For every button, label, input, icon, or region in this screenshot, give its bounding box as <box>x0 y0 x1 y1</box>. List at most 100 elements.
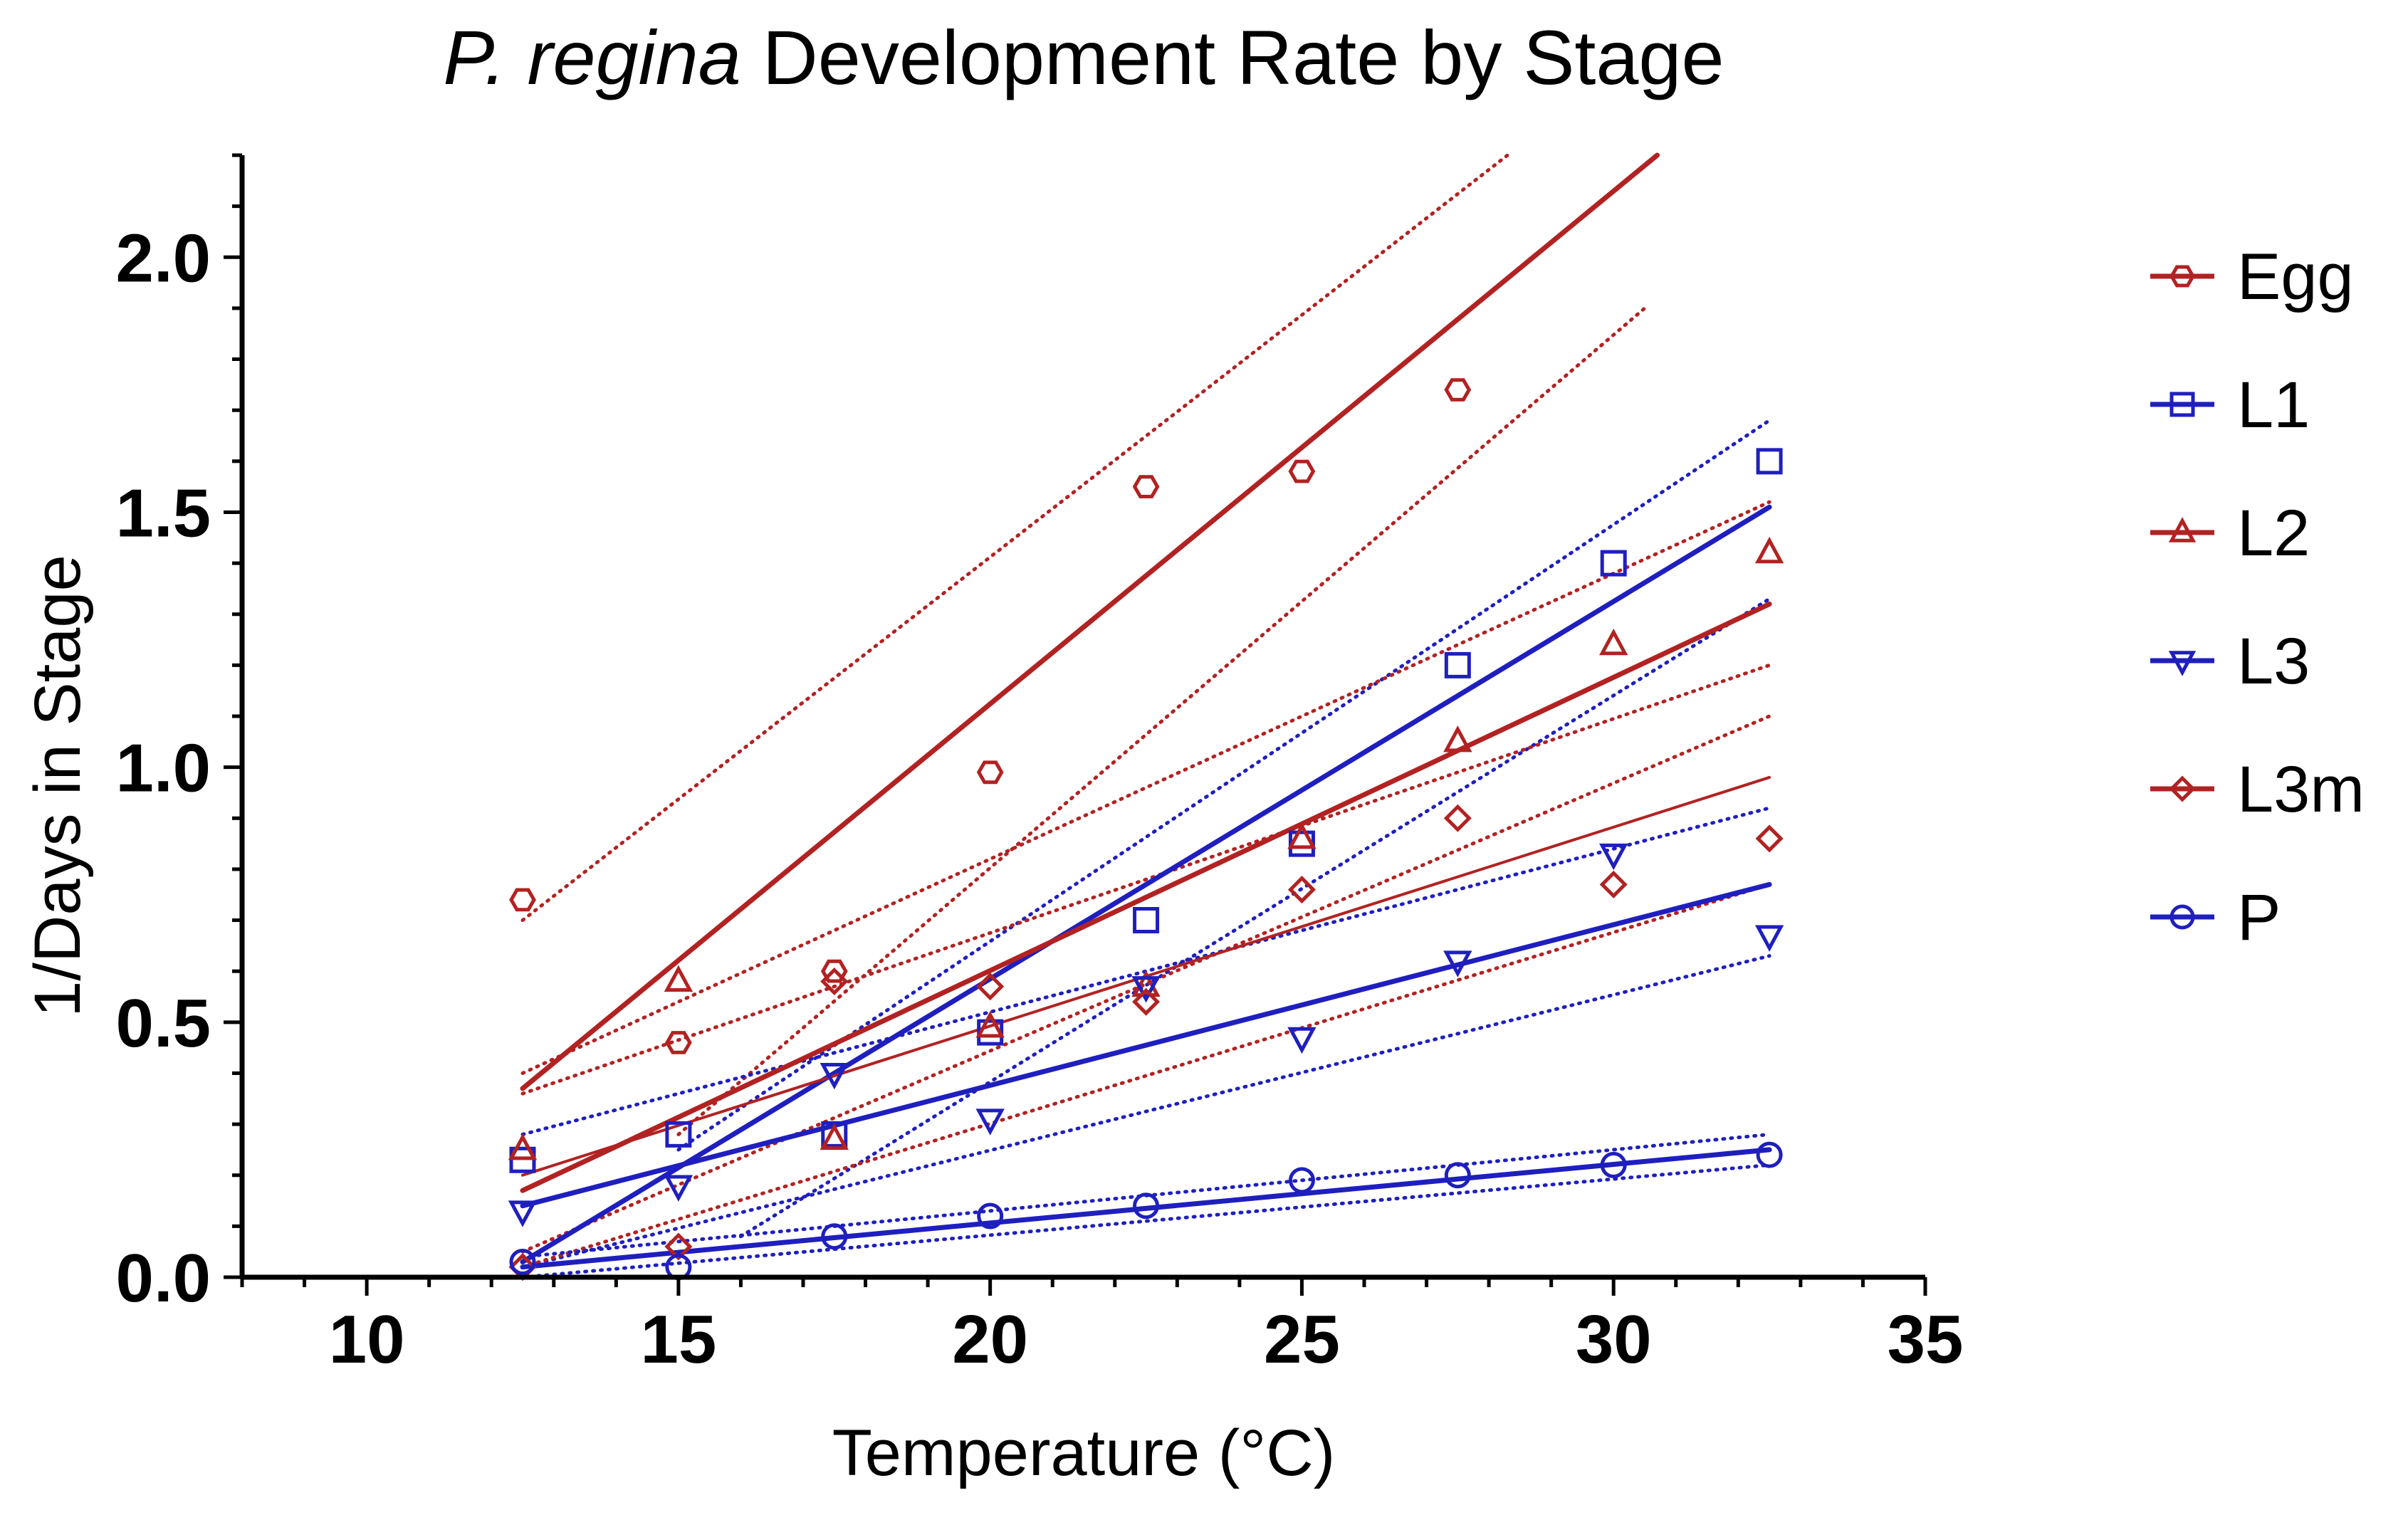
egg-point <box>1288 459 1316 483</box>
legend: Egg L1 L2 L3 L3m P <box>2150 241 2365 954</box>
l3-point <box>1599 843 1628 871</box>
x-tick-label: 25 <box>1264 1301 1340 1378</box>
egg-point <box>665 1031 692 1054</box>
y-tick-label: 2.0 <box>116 220 211 296</box>
l2-point <box>1287 822 1316 849</box>
l1-ci-lower-line <box>738 597 1771 1239</box>
l3m-point <box>820 967 849 996</box>
legend-label-l1: L1 <box>2237 369 2310 441</box>
legend-label-l3m: L3m <box>2237 753 2365 826</box>
legend-item-l2: L2 <box>2150 497 2310 570</box>
l3-ci-lower-line <box>520 954 1771 1269</box>
egg-point <box>976 760 1004 785</box>
legend-marker-l3 <box>2168 651 2197 676</box>
l3-point <box>1754 925 1784 952</box>
axes: 10 15 20 25 30 35 0.0 0.5 1.0 1.5 2.0 <box>116 153 1964 1378</box>
data-points <box>508 378 1784 1281</box>
x-tick-label: 15 <box>640 1301 716 1378</box>
legend-marker-l1 <box>2169 392 2195 417</box>
l3m-point <box>1132 987 1161 1016</box>
l1-point <box>1600 550 1627 577</box>
p-ci-lower-line <box>520 1163 1771 1279</box>
legend-item-p: P <box>2150 881 2281 954</box>
y-tick-label: 1.5 <box>116 475 211 551</box>
x-tick-label: 20 <box>952 1301 1028 1378</box>
l1-point <box>509 1146 536 1173</box>
legend-item-egg: Egg <box>2150 241 2354 313</box>
p-point <box>1288 1167 1315 1194</box>
legend-label-egg: Egg <box>2237 241 2354 313</box>
l3m-point <box>1599 870 1628 898</box>
legend-marker-l3m <box>2169 775 2196 802</box>
l3-point <box>1287 1027 1316 1054</box>
legend-marker-egg <box>2169 265 2195 288</box>
legend-marker-l2 <box>2168 517 2197 542</box>
y-tick-label: 1.0 <box>116 730 211 807</box>
l3-point <box>1443 950 1472 977</box>
legend-item-l1: L1 <box>2150 369 2310 441</box>
l2-point <box>1443 725 1472 753</box>
l1-point <box>1133 907 1160 934</box>
p-point <box>1133 1192 1160 1220</box>
p-fit-line <box>520 1147 1772 1270</box>
l3m-ci-lower-line <box>520 882 1771 1269</box>
chart-title-rest: Development Rate by Stage <box>741 14 1724 100</box>
l3m-point <box>1287 876 1316 904</box>
confidence-bands <box>520 153 1771 1279</box>
l3-point <box>1131 976 1161 1003</box>
y-axis-label: 1/Days in Stage <box>21 555 94 1017</box>
p-point <box>509 1249 536 1276</box>
l2-point <box>1131 970 1161 997</box>
l1-ci-upper-line <box>676 419 1771 1152</box>
l3m-point <box>1755 824 1784 853</box>
l3-point <box>820 1062 849 1090</box>
legend-item-l3m: L3m <box>2150 753 2365 826</box>
legend-label-p: P <box>2237 881 2281 954</box>
l3m-point <box>664 1232 693 1261</box>
x-tick-label: 10 <box>329 1301 405 1378</box>
egg-point <box>1132 475 1160 498</box>
egg-point <box>820 959 848 983</box>
l1-point <box>1756 448 1783 475</box>
l2-fit-line <box>520 601 1772 1193</box>
l2-point <box>820 1123 849 1150</box>
y-tick-label: 0.0 <box>116 1240 211 1316</box>
chart-title-species: P. regina <box>443 14 740 100</box>
egg-point <box>1444 378 1472 402</box>
x-tick-label: 35 <box>1888 1301 1964 1378</box>
l3m-ci-upper-line <box>520 663 1771 1096</box>
p-point <box>821 1223 848 1250</box>
l3-point <box>975 1108 1005 1136</box>
egg-point <box>509 888 536 912</box>
l2-point <box>1754 536 1784 564</box>
l2-point <box>975 1011 1005 1038</box>
l2-ci-upper-line <box>520 500 1771 1075</box>
legend-marker-p <box>2169 904 2195 930</box>
egg-ci-lower-line <box>676 306 1647 1136</box>
l3-fit-line <box>520 881 1772 1209</box>
x-axis-label: Temperature (°C) <box>832 1417 1336 1489</box>
l3m-point <box>976 973 1005 1001</box>
legend-item-l3: L3 <box>2150 625 2310 698</box>
p-point <box>1600 1151 1627 1178</box>
l1-fit-line <box>520 504 1772 1265</box>
egg-fit-line <box>520 152 1660 1091</box>
l1-point <box>1444 651 1471 678</box>
l3m-point <box>1443 804 1472 832</box>
y-tick-label: 0.5 <box>116 985 211 1061</box>
p-point <box>1444 1162 1471 1189</box>
legend-label-l3: L3 <box>2237 625 2310 698</box>
l1-point <box>665 1121 692 1148</box>
l2-ci-lower-line <box>520 714 1771 1254</box>
p-point <box>1756 1141 1783 1168</box>
fit-lines <box>520 152 1772 1270</box>
legend-label-l2: L2 <box>2237 497 2310 570</box>
l2-point <box>508 1133 538 1160</box>
l3-point <box>664 1175 693 1202</box>
l2-point <box>664 965 693 992</box>
chart-title: P. regina Development Rate by Stage <box>443 14 1724 100</box>
x-tick-label: 30 <box>1576 1301 1652 1378</box>
l3-point <box>508 1200 538 1227</box>
p-point <box>977 1202 1004 1230</box>
